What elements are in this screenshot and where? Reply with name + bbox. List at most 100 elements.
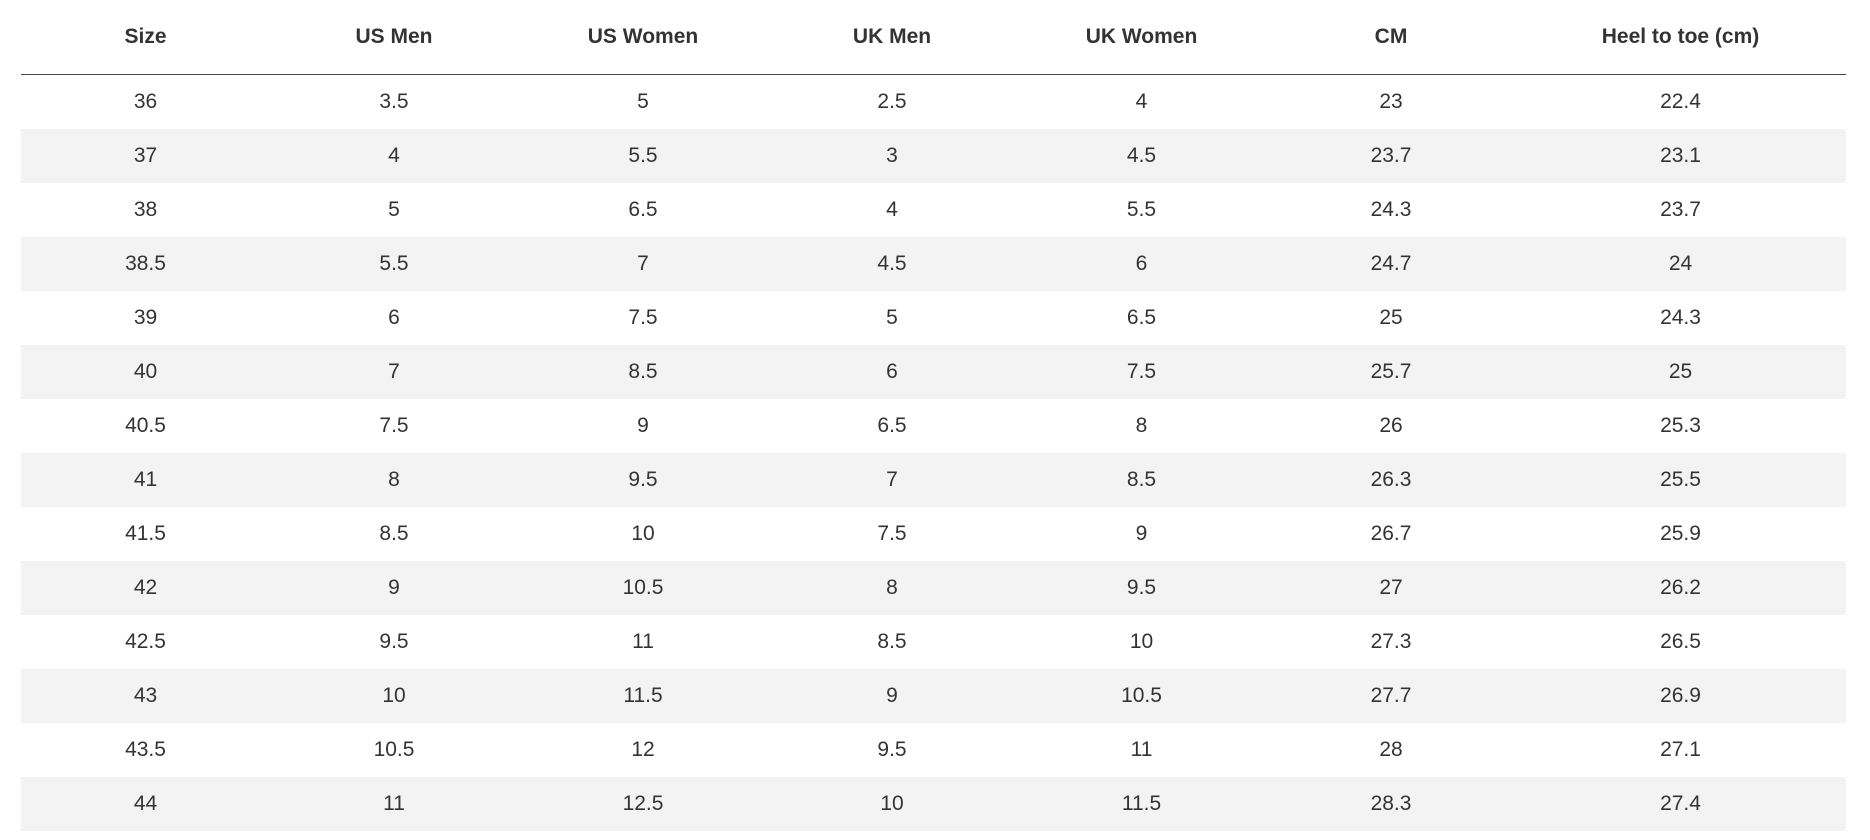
table-cell: 25.7 — [1267, 345, 1515, 399]
table-cell: 6 — [1016, 237, 1267, 291]
table-cell: 10.5 — [373, 738, 415, 761]
header-row: Size US Men US Women UK Men UK Women CM Heel t… — [21, 0, 1846, 75]
table-cell: 12.5 — [518, 777, 768, 831]
table-cell: 42 — [21, 561, 270, 615]
table-cell: 5.5 — [518, 129, 768, 183]
table-row: 40.5 7.5 9 6.5 8 26 25.3 — [21, 399, 1846, 453]
column-header: CM — [1267, 0, 1515, 75]
table-cell: 10 — [768, 777, 1016, 831]
table-cell: 25 — [1515, 345, 1846, 399]
table-cell: 25 — [1379, 306, 1403, 329]
table-cell: 5 — [388, 198, 400, 221]
table-cell: 27.3 — [1370, 630, 1412, 653]
table-cell: 7 — [518, 237, 768, 291]
table-cell: 11 — [1130, 738, 1153, 761]
table-cell: 24.7 — [1267, 237, 1515, 291]
table-cell: 43.5 — [125, 738, 166, 761]
table-row: 37 4 5.5 3 4.5 23.7 23.1 — [21, 129, 1846, 183]
table-cell: 4 — [1135, 90, 1148, 113]
table-cell: 23.7 — [1267, 129, 1515, 183]
table-cell: 22.4 — [1660, 90, 1701, 113]
table-cell: 7 — [768, 453, 1016, 507]
table-row: 38 5 6.5 4 5.5 24.3 23.7 — [21, 183, 1846, 237]
table-cell: 7.5 — [877, 522, 907, 545]
table-cell: 6 — [388, 306, 400, 329]
table-cell: 5 — [637, 90, 649, 113]
table-cell: 27 — [1267, 561, 1515, 615]
table-cell: 9.5 — [877, 738, 907, 761]
table-cell: 26.7 — [1370, 522, 1412, 545]
table-cell: 6.5 — [628, 198, 658, 221]
table-cell: 4.5 — [1016, 129, 1267, 183]
table-cell: 26.9 — [1515, 669, 1846, 723]
table-row: 41.5 8.5 10 7.5 9 26.7 25.9 — [21, 507, 1846, 561]
table-cell: 38 — [133, 198, 158, 221]
table-cell: 11.5 — [1016, 777, 1267, 831]
table-cell: 4.5 — [768, 237, 1016, 291]
table-row: 42 9 10.5 8 9.5 27 26.2 — [21, 561, 1846, 615]
table-cell: 5.5 — [270, 237, 518, 291]
table-cell: 11 — [632, 630, 654, 653]
table-row: 41 8 9.5 7 8.5 26.3 25.5 — [21, 453, 1846, 507]
table-cell: 25.9 — [1660, 522, 1701, 545]
table-row: 42.5 9.5 11 8.5 10 27.3 26.5 — [21, 615, 1846, 669]
table-cell: 11.5 — [518, 669, 768, 723]
size-table-container: Size US Men US Women UK Men UK Women CM Heel t… — [21, 0, 1846, 831]
table-header: Size US Men US Women UK Men UK Women CM Heel t… — [21, 0, 1846, 75]
table-cell: 41 — [21, 453, 270, 507]
table-cell: 26.3 — [1267, 453, 1515, 507]
table-cell: 8.5 — [379, 522, 409, 545]
table-cell: 36 — [133, 90, 158, 113]
table-cell: 28 — [1379, 738, 1403, 761]
table-row: 39 6 7.5 5 6.5 25 24.3 — [21, 291, 1846, 345]
table-cell: 27.4 — [1515, 777, 1846, 831]
table-cell: 9 — [270, 561, 518, 615]
table-cell: 25.5 — [1515, 453, 1846, 507]
table-cell: 40.5 — [125, 414, 166, 437]
table-row: 38.5 5.5 7 4.5 6 24.7 24 — [21, 237, 1846, 291]
table-cell: 39 — [133, 306, 158, 329]
table-cell: 27.1 — [1660, 738, 1701, 761]
column-header: UK Men — [768, 0, 1016, 75]
table-cell: 2.5 — [877, 90, 907, 113]
table-cell: 3 — [768, 129, 1016, 183]
table-cell: 23.1 — [1515, 129, 1846, 183]
table-row: 44 11 12.5 10 11.5 28.3 27.4 — [21, 777, 1846, 831]
table-cell: 25.3 — [1660, 414, 1701, 437]
size-table: Size US Men US Women UK Men UK Women CM Heel t… — [21, 0, 1846, 831]
table-cell: 41.5 — [125, 522, 166, 545]
table-row: 40 7 8.5 6 7.5 25.7 25 — [21, 345, 1846, 399]
table-cell: 42.5 — [125, 630, 166, 653]
table-row: 43 10 11.5 9 10.5 27.7 26.9 — [21, 669, 1846, 723]
table-cell: 6.5 — [1126, 306, 1157, 329]
table-cell: 8 — [1135, 414, 1148, 437]
table-cell: 10 — [631, 522, 655, 545]
table-cell: 3.5 — [379, 90, 409, 113]
table-cell: 23 — [1379, 90, 1403, 113]
table-cell: 23.7 — [1660, 198, 1701, 221]
column-header: Heel to toe (cm) — [1515, 0, 1846, 75]
table-cell: 44 — [21, 777, 270, 831]
table-cell: 43 — [21, 669, 270, 723]
table-cell: 4 — [886, 198, 898, 221]
column-header: US Men — [270, 0, 518, 75]
table-row: 36 3.5 5 2.5 4 23 22.4 — [21, 75, 1846, 130]
table-cell: 8.5 — [877, 630, 907, 653]
table-cell: 5 — [886, 306, 898, 329]
table-cell: 8 — [768, 561, 1016, 615]
table-cell: 10 — [1129, 630, 1154, 653]
table-cell: 26.5 — [1660, 630, 1701, 653]
table-cell: 5.5 — [1126, 198, 1157, 221]
table-cell: 6 — [768, 345, 1016, 399]
table-cell: 28.3 — [1267, 777, 1515, 831]
table-cell: 9.5 — [1016, 561, 1267, 615]
table-row: 43.5 10.5 12 9.5 11 28 27.1 — [21, 723, 1846, 777]
table-cell: 9.5 — [379, 630, 409, 653]
table-cell: 26.2 — [1515, 561, 1846, 615]
table-cell: 7 — [270, 345, 518, 399]
table-cell: 7.5 — [628, 306, 658, 329]
table-cell: 4 — [270, 129, 518, 183]
table-cell: 9 — [637, 414, 649, 437]
table-cell: 8.5 — [518, 345, 768, 399]
